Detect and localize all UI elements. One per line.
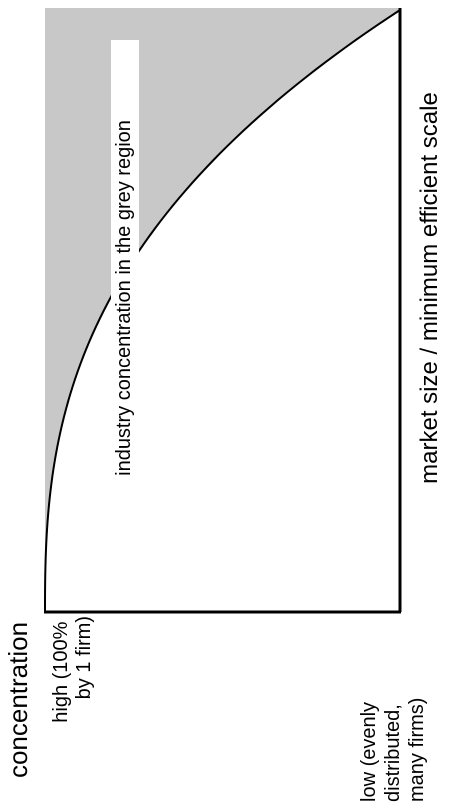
grey-concentration-region bbox=[45, 8, 400, 612]
low-label-line-2: distributed, bbox=[382, 704, 404, 802]
high-label-line-2: by 1 firm) bbox=[73, 616, 95, 699]
region-label: industry concentration in the grey regio… bbox=[113, 120, 135, 476]
high-label: high (100% by 1 firm) bbox=[50, 616, 95, 723]
high-label-line-1: high (100% bbox=[50, 621, 72, 722]
boundary-curve bbox=[44, 9, 401, 612]
low-label-line-1: low (evenly bbox=[358, 702, 380, 802]
low-label: low (evenly distributed, many firms) bbox=[358, 696, 428, 802]
low-label-line-3: many firms) bbox=[406, 698, 428, 802]
region-label-background bbox=[111, 40, 139, 556]
concentration-axis-title: concentration bbox=[3, 622, 33, 778]
x-axis-title: market size / minimum efficient scale bbox=[416, 92, 443, 484]
